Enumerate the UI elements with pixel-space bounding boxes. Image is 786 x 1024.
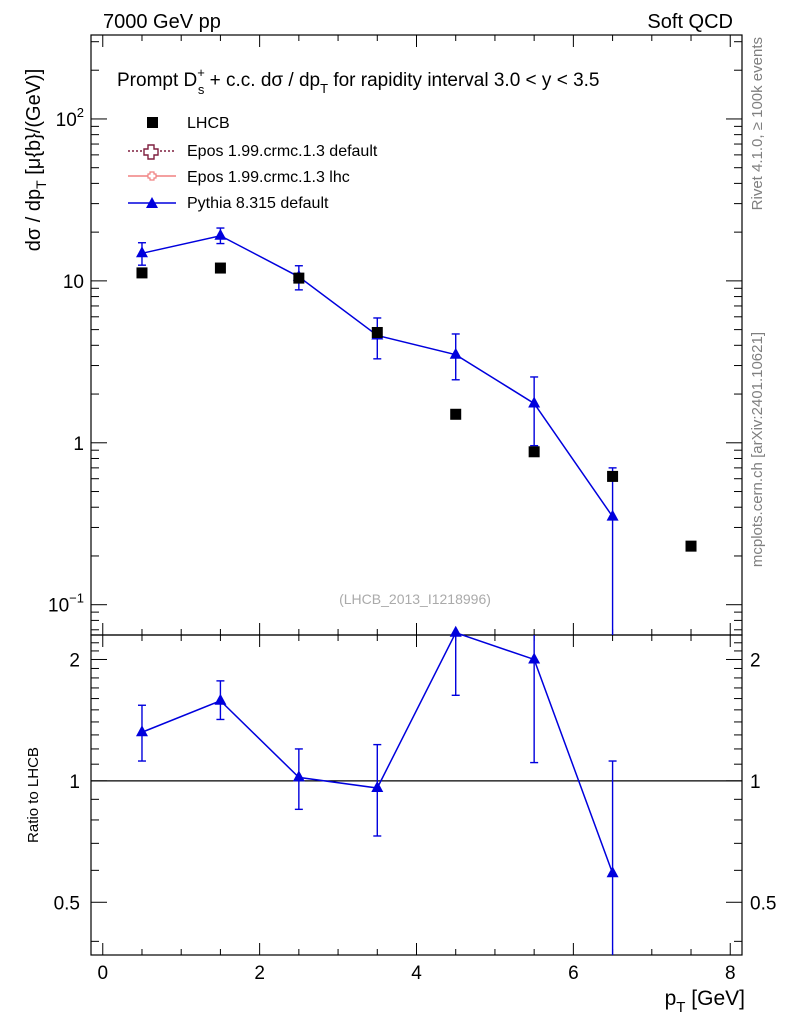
lhcb-point <box>450 408 462 420</box>
legend-marker-pythia <box>146 197 158 208</box>
ratio-y-tick-label-right: 2 <box>750 650 761 671</box>
legend-label-epos-default: Epos 1.99.crmc.1.3 default <box>187 143 378 160</box>
legend: LHCB Epos 1.99.crmc.1.3 default Epos 1.9… <box>128 115 378 212</box>
legend-label-lhcb: LHCB <box>187 115 230 132</box>
ratio-point <box>135 725 148 737</box>
legend-marker-epos-default <box>143 144 159 160</box>
y-tick-label: 102 <box>56 105 84 131</box>
pythia-point <box>214 228 227 240</box>
lhcb-point <box>293 272 305 284</box>
pythia-point <box>528 396 541 408</box>
ratio-point <box>292 770 305 782</box>
ratio-ylabel: Ratio to LHCB <box>25 747 42 843</box>
ratio-y-tick-label: 0.5 <box>54 893 80 914</box>
rivet-label: Rivet 4.1.0, ≥ 100k events <box>749 37 766 210</box>
lhcb-point <box>136 267 148 279</box>
ratio-y-tick-label-right: 1 <box>750 772 761 793</box>
legend-marker-epos-lhc <box>147 171 157 181</box>
y-tick-label: 10−1 <box>48 591 84 617</box>
x-tick-label: 4 <box>411 963 422 984</box>
mcplots-label: mcplots.cern.ch [arXiv:2401.10621] <box>749 332 766 567</box>
legend-marker-lhcb <box>147 117 158 128</box>
pythia-point <box>449 347 462 359</box>
x-tick-label: 8 <box>725 963 736 984</box>
legend-label-epos-lhc: Epos 1.99.crmc.1.3 lhc <box>187 169 350 186</box>
header-left: 7000 GeV pp <box>103 11 221 33</box>
title-mid: + c.c. dσ / dp <box>204 70 320 91</box>
title-suffix: for rapidity interval 3.0 < y < 3.5 <box>328 70 599 91</box>
lhcb-point <box>528 446 540 458</box>
y-tick-label: 1 <box>73 434 84 455</box>
lhcb-point <box>371 326 383 338</box>
x-tick-label: 6 <box>568 963 579 984</box>
x-tick-label: 2 <box>254 963 265 984</box>
ratio-point <box>214 693 227 705</box>
title-sub: s <box>198 82 205 97</box>
main-title: Prompt D+ s + c.c. dσ / dpT for rapidity … <box>117 65 599 97</box>
lhcb-point <box>607 470 619 482</box>
ratio-y-tick-label: 1 <box>69 772 80 793</box>
header-right: Soft QCD <box>647 11 733 33</box>
watermark: (LHCB_2013_I1218996) <box>339 591 491 607</box>
ratio-point <box>528 652 541 664</box>
ratio-y-tick-label: 2 <box>69 650 80 671</box>
y-tick-label: 10 <box>63 272 84 293</box>
pythia-point <box>606 509 619 521</box>
main-ylabel: dσ / dpT [μ{b}/(GeV)] <box>23 69 49 252</box>
ratio-point <box>371 781 384 793</box>
ratio-panel-frame <box>90 634 743 956</box>
ratio-point <box>449 625 462 637</box>
xlabel: pT [GeV] <box>665 987 745 1016</box>
pythia-line <box>141 234 614 518</box>
title-sup: + <box>197 65 205 80</box>
title-sub2: T <box>320 81 328 96</box>
ratio-y-tick-label-right: 0.5 <box>750 893 776 914</box>
title-prefix: Prompt D <box>117 70 197 91</box>
pythia-point <box>135 246 148 258</box>
ratio-point <box>606 866 619 878</box>
lhcb-point <box>685 540 697 552</box>
x-tick-label: 0 <box>97 963 108 984</box>
lhcb-point <box>214 262 226 274</box>
legend-label-pythia: Pythia 8.315 default <box>187 195 329 212</box>
